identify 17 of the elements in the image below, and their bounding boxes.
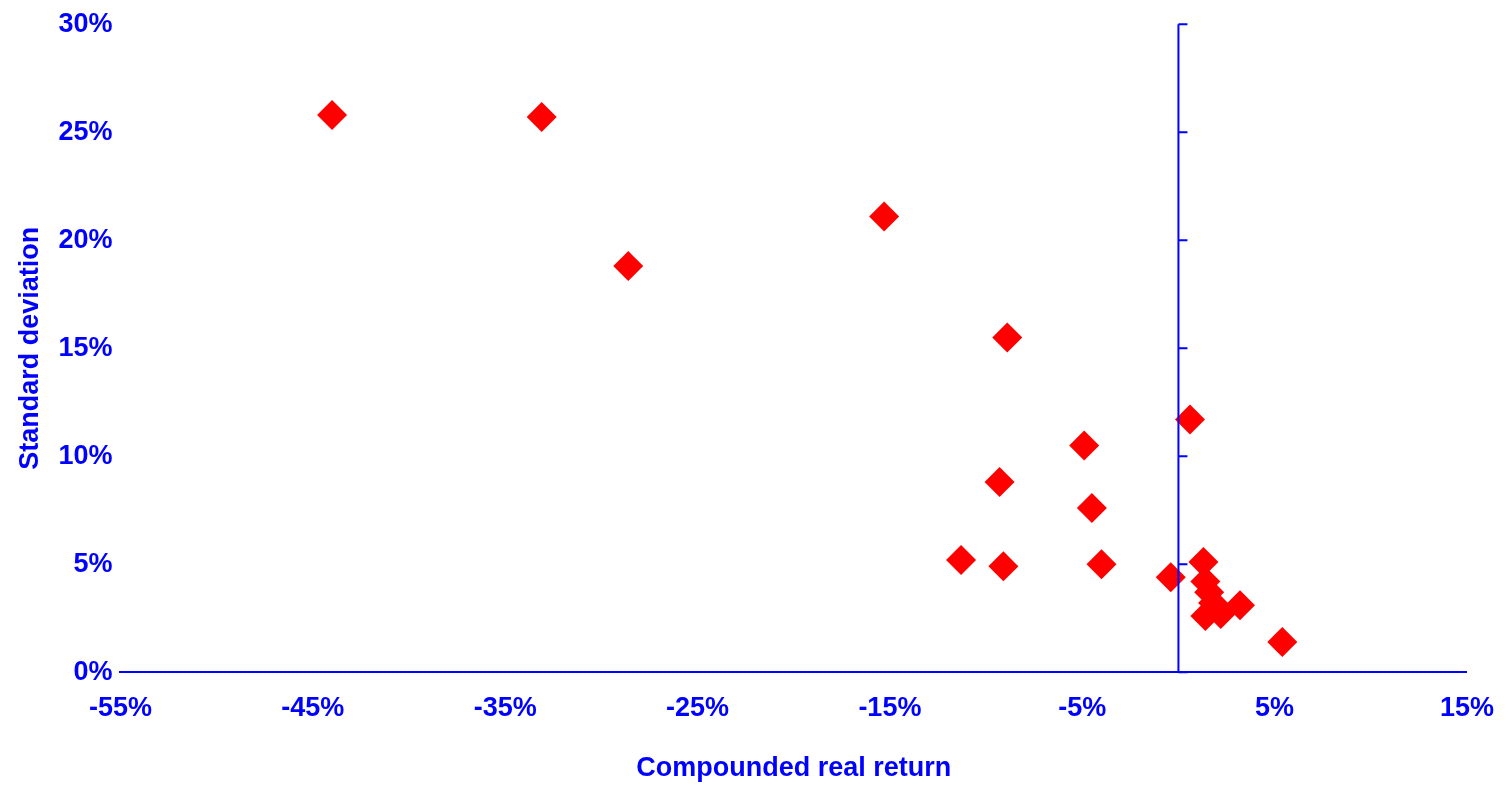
x-tick-label: -5%: [1058, 691, 1107, 722]
x-tick-label: -35%: [473, 691, 537, 722]
x-tick-label: -15%: [858, 691, 922, 722]
x-axis-title: Compounded real return: [636, 752, 952, 783]
y-tick-label: 30%: [58, 7, 113, 38]
x-tick-label: -55%: [88, 691, 152, 722]
y-tick-label: 10%: [58, 439, 113, 470]
y-tick-label: 20%: [58, 223, 113, 254]
x-tick-label: -45%: [281, 691, 345, 722]
y-tick-label: 25%: [58, 115, 113, 146]
x-tick-label: -25%: [666, 691, 730, 722]
x-tick-label: 5%: [1255, 691, 1295, 722]
y-tick-label: 5%: [73, 547, 113, 578]
x-tick-label: 15%: [1439, 691, 1494, 722]
y-tick-label: 0%: [73, 655, 113, 686]
y-axis-title: Standard deviation: [13, 226, 44, 470]
y-tick-label: 15%: [58, 331, 113, 362]
